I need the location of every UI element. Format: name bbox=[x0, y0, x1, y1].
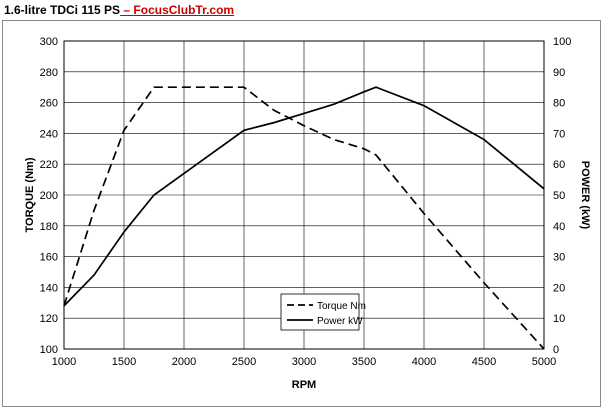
series-group bbox=[63, 86, 545, 350]
chart-title: 1.6-litre TDCi 115 PS bbox=[4, 3, 121, 17]
x-tick-label: 2500 bbox=[232, 356, 256, 368]
x-tick-label: 1500 bbox=[112, 356, 136, 368]
x-tick-label: 5000 bbox=[532, 356, 556, 368]
source-link[interactable]: FocusClubTr.com bbox=[133, 3, 235, 17]
y-right-tick-label: 40 bbox=[553, 221, 565, 233]
y-axis-right-label: POWER (kW) bbox=[579, 161, 591, 230]
power-series-line bbox=[63, 86, 545, 307]
y-right-tick-label: 60 bbox=[553, 159, 565, 171]
x-tick-label: 4000 bbox=[412, 356, 436, 368]
y-right-tick-label: 30 bbox=[553, 252, 565, 264]
y-left-tick-label: 200 bbox=[40, 190, 58, 202]
y-left-tick-label: 120 bbox=[40, 313, 58, 325]
x-tick-label: 3000 bbox=[292, 356, 316, 368]
y-left-tick-label: 180 bbox=[40, 221, 58, 233]
y-right-tick-label: 70 bbox=[553, 128, 565, 140]
chart-frame bbox=[2, 20, 601, 407]
y-right-tick-label: 80 bbox=[553, 98, 565, 110]
y-left-tick-label: 260 bbox=[40, 98, 58, 110]
legend-box bbox=[280, 293, 360, 331]
y-right-tick-label: 20 bbox=[553, 282, 565, 294]
y-right-tick-label: 100 bbox=[553, 36, 571, 48]
plot-area bbox=[63, 40, 545, 350]
tick-labels: 1000 1500 2000 2500 3000 3500 4000 4500 50001001… bbox=[40, 36, 572, 368]
legend-torque-label: Torque Nm bbox=[317, 301, 366, 312]
legend: Torque Nm Power kW bbox=[280, 293, 366, 331]
x-tick-label: 2000 bbox=[172, 356, 196, 368]
y-left-tick-label: 220 bbox=[40, 159, 58, 171]
x-tick-label: 4500 bbox=[472, 356, 496, 368]
y-left-tick-label: 300 bbox=[40, 36, 58, 48]
y-axis-left-label: TORQUE (Nm) bbox=[24, 157, 36, 232]
legend-power-label: Power kW bbox=[317, 316, 363, 327]
y-left-tick-label: 160 bbox=[40, 252, 58, 264]
torque-series-line bbox=[63, 86, 545, 350]
y-right-tick-label: 10 bbox=[553, 313, 565, 325]
y-right-tick-label: 50 bbox=[553, 190, 565, 202]
y-left-tick-label: 280 bbox=[40, 67, 58, 79]
x-axis-label: RPM bbox=[292, 379, 316, 391]
y-left-tick-label: 140 bbox=[40, 282, 58, 294]
separator: – bbox=[120, 3, 134, 17]
y-right-tick-label: 90 bbox=[553, 67, 565, 79]
chart-title-bar: 1.6-litre TDCi 115 PS – FocusClubTr.com bbox=[4, 3, 234, 19]
y-right-tick-label: 0 bbox=[553, 344, 559, 356]
x-tick-label: 1000 bbox=[52, 356, 76, 368]
y-left-tick-label: 240 bbox=[40, 128, 58, 140]
x-tick-label: 3500 bbox=[352, 356, 376, 368]
y-left-tick-label: 100 bbox=[40, 344, 58, 356]
